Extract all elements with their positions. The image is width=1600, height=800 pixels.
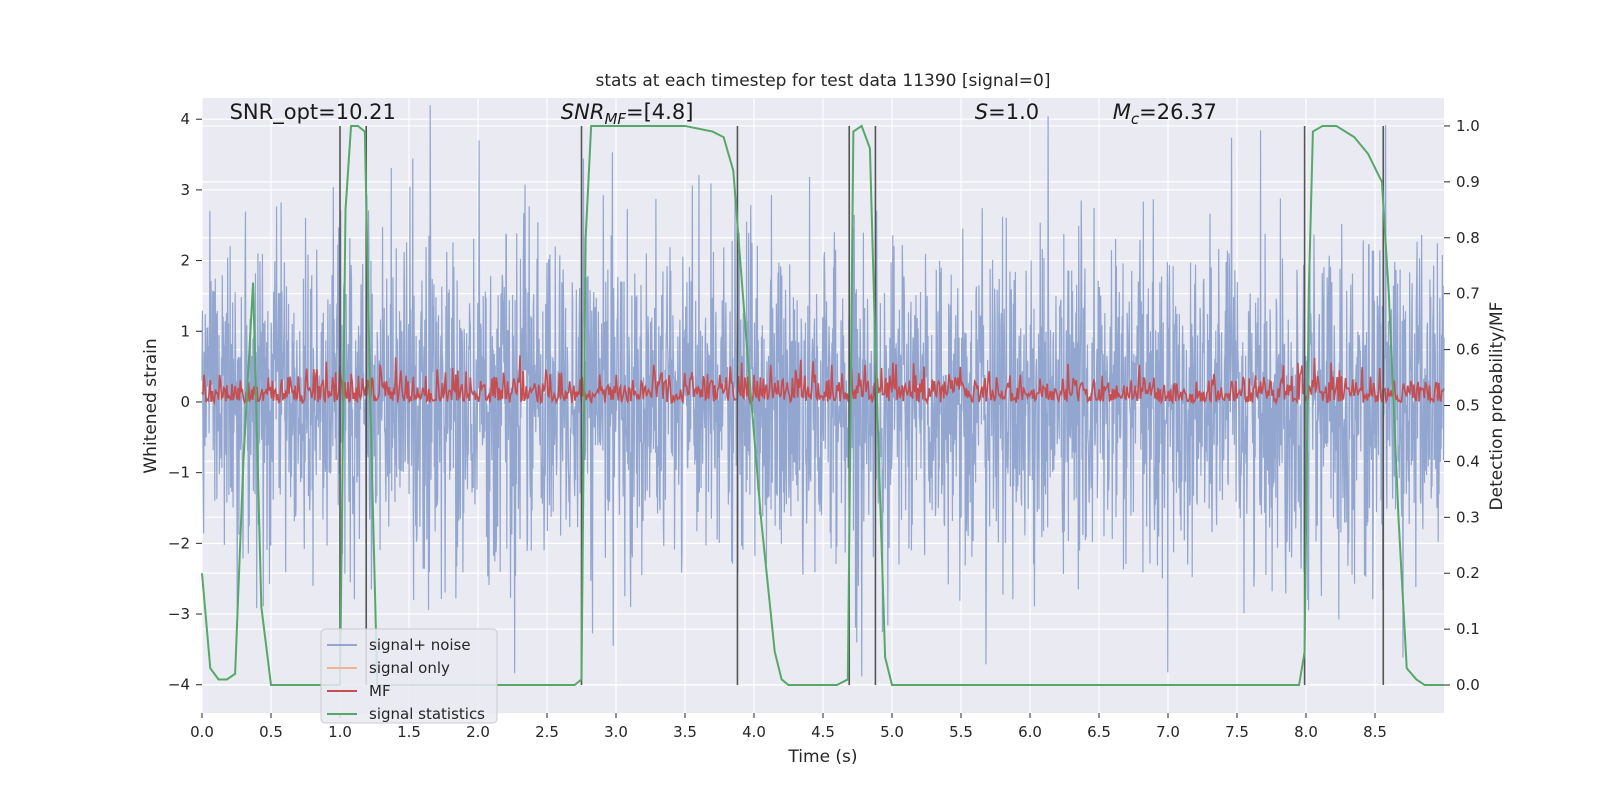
yl-tick-label-4: 0	[180, 393, 190, 411]
annotations: SNR_opt=10.21 SNRMF=[4.8] S=1.0 Mc=26.37	[230, 100, 1217, 128]
x-tick-label-9: 4.5	[811, 723, 835, 741]
yr-tick-label-5: 0.5	[1456, 397, 1480, 415]
mf-series	[201, 355, 1445, 406]
x-tick-label-8: 4.0	[742, 723, 766, 741]
x-tick-label-4: 2.0	[466, 723, 490, 741]
x-tick-label-7: 3.5	[673, 723, 697, 741]
x-tick-label-14: 7.0	[1156, 723, 1180, 741]
yr-tick-label-10: 1.0	[1456, 117, 1480, 135]
tick-labels: 0.0 0.5 1.0 1.5 2.0 2.5 3.0 3.5 4.0 4.5 5.0 5.5 6.0 6…	[168, 110, 1480, 741]
legend-label-0: signal+ noise	[369, 636, 471, 654]
yr-tick-label-6: 0.6	[1456, 341, 1480, 359]
yl-tick-label-8: 4	[180, 110, 190, 128]
legend-box	[320, 628, 498, 724]
yl-tick-label-1: −3	[168, 605, 190, 623]
yr-tick-label-4: 0.4	[1456, 452, 1480, 470]
x-tick-label-3: 1.5	[397, 723, 421, 741]
x-tick-label-5: 2.5	[535, 723, 559, 741]
x-tick-label-16: 8.0	[1294, 723, 1318, 741]
x-tick-label-0: 0.0	[190, 723, 214, 741]
x-tick-label-10: 5.0	[880, 723, 904, 741]
yr-tick-label-8: 0.8	[1456, 229, 1480, 247]
chart-title: stats at each timestep for test data 113…	[596, 71, 1051, 91]
yr-tick-label-2: 0.2	[1456, 564, 1480, 582]
series-line-mf	[201, 355, 1445, 406]
yr-tick-label-7: 0.7	[1456, 285, 1480, 303]
y-right-axis-label: Detection probability/MF	[1487, 302, 1507, 511]
annotation-1: SNRMF=[4.8]	[561, 100, 694, 128]
x-tick-label-12: 6.0	[1018, 723, 1042, 741]
y-left-axis-label: Whitened strain	[141, 338, 161, 473]
yr-tick-label-9: 0.9	[1456, 173, 1480, 191]
legend-label-1: signal only	[369, 659, 450, 677]
legend-label-2: MF	[369, 682, 391, 700]
yl-tick-label-5: 1	[180, 322, 190, 340]
yl-tick-label-2: −2	[168, 534, 190, 552]
yr-tick-label-3: 0.3	[1456, 508, 1480, 526]
yr-tick-label-0: 0.0	[1456, 676, 1480, 694]
x-tick-label-2: 1.0	[328, 723, 352, 741]
yl-tick-label-7: 3	[180, 181, 190, 199]
signal-statistics-series	[201, 124, 1444, 687]
annotation-2: S=1.0	[975, 100, 1039, 124]
legend-label-3: signal statistics	[369, 705, 485, 723]
x-tick-label-15: 7.5	[1225, 723, 1249, 741]
series-line-signal-statistics	[201, 124, 1444, 687]
series-line-signal-plus-noise	[201, 105, 1445, 677]
yr-tick-label-1: 0.1	[1456, 620, 1480, 638]
yl-tick-label-3: −1	[168, 464, 190, 482]
x-tick-label-17: 8.5	[1363, 723, 1387, 741]
x-tick-label-1: 0.5	[259, 723, 283, 741]
annotation-0: SNR_opt=10.21	[230, 100, 396, 125]
annotation-3: Mc=26.37	[1113, 100, 1217, 128]
x-tick-label-11: 5.5	[949, 723, 973, 741]
x-axis-label: Time (s)	[787, 747, 857, 767]
x-tick-label-6: 3.0	[604, 723, 628, 741]
yl-tick-label-6: 2	[180, 252, 190, 270]
yl-tick-label-0: −4	[168, 676, 190, 694]
legend: signal+ noise signal only MF signal statist…	[320, 628, 498, 724]
x-tick-label-13: 6.5	[1087, 723, 1111, 741]
signal-plus-noise-series	[201, 105, 1445, 677]
